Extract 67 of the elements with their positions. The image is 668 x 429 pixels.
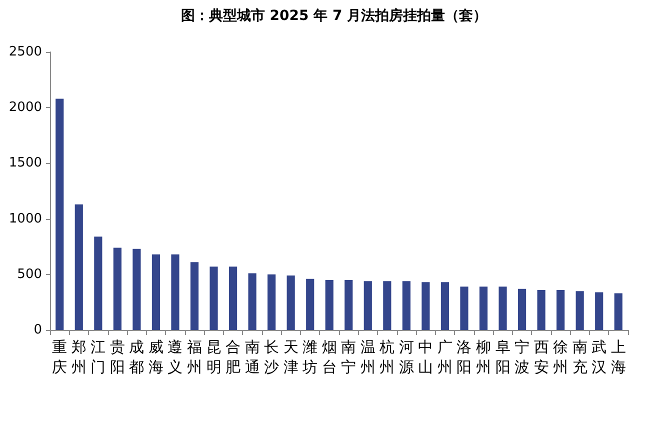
x-tick-label: 温州 <box>360 338 376 376</box>
bar <box>268 274 276 330</box>
x-tick-label: 武汉 <box>592 338 607 376</box>
x-tick-label: 江门 <box>90 338 106 376</box>
bar <box>537 290 546 330</box>
bar <box>94 236 102 330</box>
bar <box>286 276 295 330</box>
bar <box>56 98 64 330</box>
bar <box>228 266 238 330</box>
bar <box>132 248 141 330</box>
x-tick-label: 阜阳 <box>495 338 510 376</box>
x-tick-label: 中山 <box>418 338 434 376</box>
x-tick-label: 合肥 <box>226 338 241 376</box>
bar <box>402 281 410 330</box>
bar <box>614 293 622 330</box>
bar <box>171 254 180 330</box>
x-tick-label: 威海 <box>148 338 164 376</box>
x-tick-label: 洛阳 <box>456 338 472 376</box>
y-tick-label: 0 <box>34 322 42 338</box>
x-tick-label: 遵义 <box>168 338 183 376</box>
x-tick-label: 上海 <box>610 338 626 376</box>
bar <box>422 282 430 330</box>
x-tick-label: 河源 <box>398 338 414 376</box>
x-tick-label: 贵阳 <box>110 338 125 376</box>
y-tick-label: 2500 <box>8 44 42 60</box>
bar <box>190 262 199 330</box>
chart-title: 图：典型城市 2025 年 7 月法拍房挂拍量（套） <box>180 7 488 24</box>
bar <box>325 280 334 330</box>
x-tick-label: 烟台 <box>322 338 337 376</box>
bar <box>383 281 392 330</box>
y-tick-label: 500 <box>17 266 42 282</box>
bar <box>210 266 218 330</box>
y-tick-label: 2000 <box>8 100 42 116</box>
x-tick-label: 广州 <box>437 338 452 376</box>
x-tick-label: 潍坊 <box>302 338 318 376</box>
x-tick-label: 成都 <box>129 338 144 376</box>
y-tick-label: 1500 <box>8 156 42 171</box>
bar <box>248 273 256 330</box>
x-tick-label: 柳州 <box>476 338 491 376</box>
x-tick-label: 南充 <box>572 338 588 376</box>
bar <box>556 290 565 330</box>
x-tick-label: 杭州 <box>378 338 395 376</box>
bar <box>152 254 160 330</box>
bar <box>576 291 584 330</box>
x-tick-label: 南宁 <box>341 338 356 376</box>
x-tick-label: 昆明 <box>206 338 222 376</box>
bar <box>498 286 507 330</box>
bar <box>74 204 83 330</box>
bar <box>364 281 372 330</box>
bar <box>460 286 468 330</box>
bar <box>479 286 488 330</box>
x-tick-label: 宁波 <box>514 338 530 376</box>
x-tick-label: 长沙 <box>264 338 280 376</box>
bar <box>440 282 450 330</box>
bar <box>113 248 122 330</box>
bar <box>306 278 314 330</box>
x-tick-label: 福州 <box>187 338 202 376</box>
x-tick-label: 徐州 <box>553 338 568 376</box>
x-tick-label: 南通 <box>244 338 260 376</box>
x-tick-label: 重庆 <box>52 338 68 376</box>
bar <box>595 292 604 330</box>
bar <box>518 288 526 330</box>
x-tick-label: 天津 <box>283 338 298 376</box>
x-tick-label: 西安 <box>534 338 549 376</box>
x-tick-label: 郑州 <box>71 338 86 376</box>
bar <box>344 280 353 330</box>
y-tick-label: 1000 <box>8 211 42 226</box>
